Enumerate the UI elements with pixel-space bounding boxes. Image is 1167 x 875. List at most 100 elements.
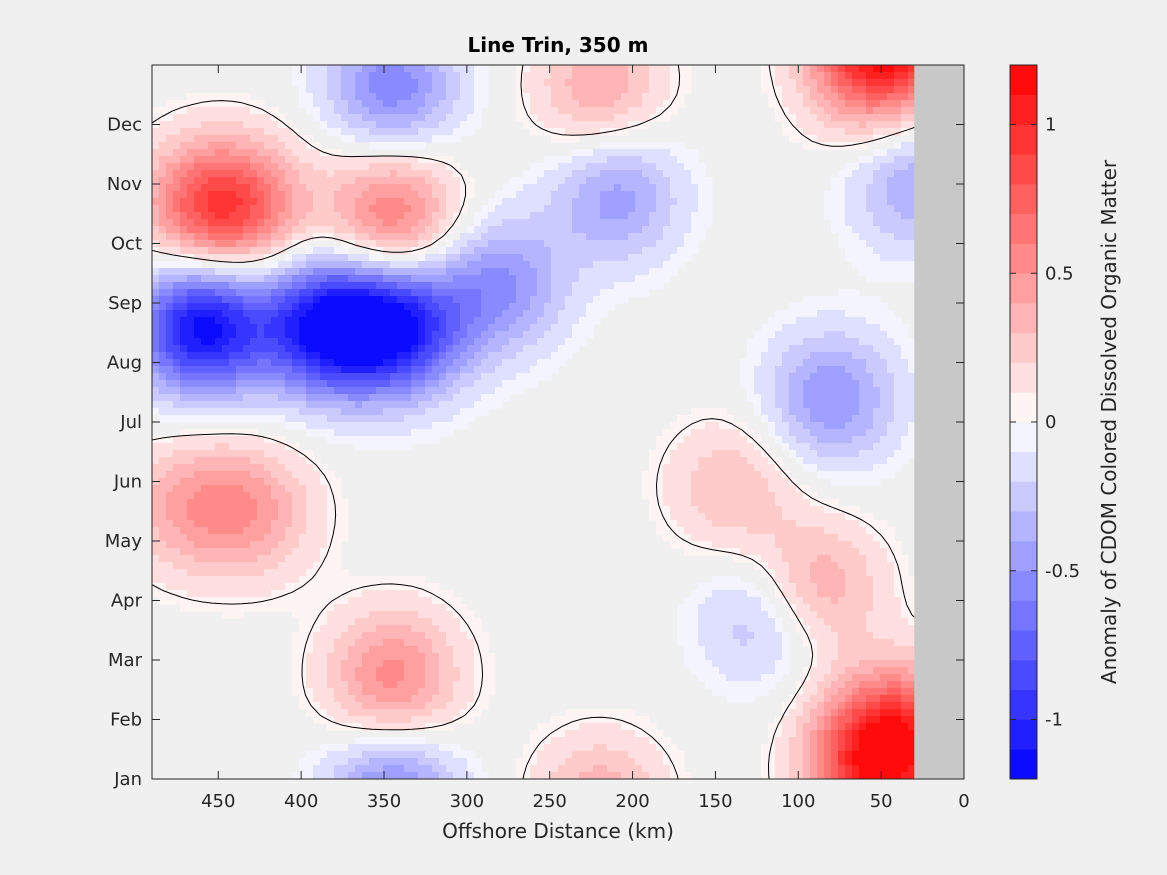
field-cell	[663, 114, 671, 122]
field-cell	[649, 499, 657, 507]
field-cell	[376, 100, 384, 108]
field-cell	[642, 170, 650, 178]
field-cell	[208, 247, 216, 255]
field-cell	[201, 142, 209, 150]
field-cell	[880, 401, 888, 409]
field-cell	[418, 170, 426, 178]
field-cell	[516, 198, 524, 206]
field-cell	[530, 373, 538, 381]
field-cell	[180, 247, 188, 255]
field-cell	[397, 212, 405, 220]
field-cell	[327, 492, 335, 500]
field-cell	[467, 296, 475, 304]
field-cell	[166, 296, 174, 304]
field-cell	[278, 135, 286, 143]
field-cell	[537, 359, 545, 367]
field-cell	[880, 149, 888, 157]
field-cell	[824, 394, 832, 402]
field-cell	[306, 289, 314, 297]
field-cell	[299, 331, 307, 339]
field-cell	[250, 457, 258, 465]
field-cell	[152, 205, 160, 213]
field-cell	[236, 268, 244, 276]
field-cell	[320, 464, 328, 472]
field-cell	[180, 345, 188, 353]
field-cell	[453, 324, 461, 332]
field-cell	[838, 142, 846, 150]
field-cell	[285, 240, 293, 248]
field-cell	[404, 114, 412, 122]
field-cell	[229, 93, 237, 101]
field-cell	[236, 429, 244, 437]
field-cell	[621, 296, 629, 304]
field-cell	[768, 464, 776, 472]
field-cell	[621, 282, 629, 290]
field-cell	[607, 261, 615, 269]
field-cell	[691, 191, 699, 199]
field-cell	[215, 198, 223, 206]
field-cell	[397, 72, 405, 80]
field-cell	[537, 114, 545, 122]
field-cell	[397, 443, 405, 451]
field-cell	[152, 450, 160, 458]
field-cell	[796, 401, 804, 409]
field-cell	[411, 268, 419, 276]
field-cell	[278, 352, 286, 360]
field-cell	[586, 191, 594, 199]
field-cell	[600, 212, 608, 220]
field-cell	[243, 345, 251, 353]
field-cell	[285, 212, 293, 220]
field-cell	[369, 65, 377, 73]
field-cell	[621, 198, 629, 206]
field-cell	[579, 107, 587, 115]
field-cell	[285, 394, 293, 402]
field-cell	[271, 478, 279, 486]
field-cell	[411, 331, 419, 339]
field-cell	[621, 121, 629, 129]
field-cell	[789, 492, 797, 500]
field-cell	[880, 93, 888, 101]
field-cell	[222, 247, 230, 255]
field-cell	[873, 373, 881, 381]
field-cell	[579, 100, 587, 108]
field-cell	[488, 359, 496, 367]
field-cell	[299, 317, 307, 325]
field-cell	[866, 317, 874, 325]
field-cell	[852, 247, 860, 255]
field-cell	[866, 296, 874, 304]
field-cell	[285, 338, 293, 346]
field-cell	[831, 331, 839, 339]
field-cell	[369, 198, 377, 206]
field-cell	[523, 261, 531, 269]
field-cell	[768, 492, 776, 500]
field-cell	[789, 128, 797, 136]
field-cell	[271, 352, 279, 360]
field-cell	[509, 205, 517, 213]
field-cell	[432, 114, 440, 122]
field-cell	[362, 401, 370, 409]
field-cell	[607, 191, 615, 199]
field-cell	[831, 177, 839, 185]
field-cell	[166, 387, 174, 395]
field-cell	[831, 387, 839, 395]
field-cell	[201, 429, 209, 437]
field-cell	[348, 205, 356, 213]
field-cell	[215, 254, 223, 262]
field-cell	[642, 282, 650, 290]
field-cell	[229, 282, 237, 290]
field-cell	[852, 86, 860, 94]
field-cell	[712, 443, 720, 451]
field-cell	[404, 121, 412, 129]
field-cell	[698, 163, 706, 171]
field-cell	[159, 450, 167, 458]
field-cell	[383, 107, 391, 115]
field-cell	[446, 345, 454, 353]
field-cell	[544, 212, 552, 220]
field-cell	[789, 107, 797, 115]
field-cell	[222, 387, 230, 395]
field-cell	[425, 345, 433, 353]
field-cell	[208, 205, 216, 213]
field-cell	[530, 324, 538, 332]
field-cell	[754, 478, 762, 486]
field-cell	[320, 163, 328, 171]
